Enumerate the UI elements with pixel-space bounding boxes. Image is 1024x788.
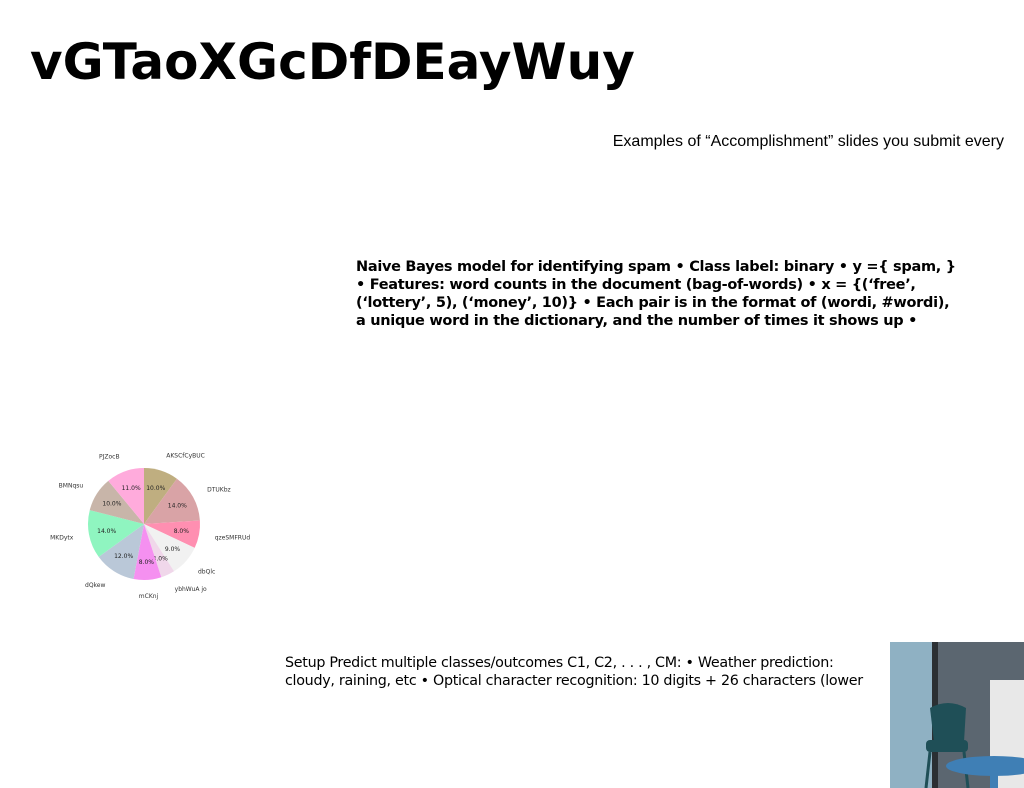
pie-value-label: 11.0%	[122, 485, 141, 492]
pie-value-label: 10.0%	[146, 485, 165, 492]
pie-slice	[144, 524, 175, 578]
photo-table-base	[990, 766, 998, 788]
pie-value-label: 14.0%	[168, 503, 187, 510]
pie-category-label: PJZocB	[99, 453, 120, 460]
photo-window	[890, 642, 932, 788]
pie-category-label: DTUKbz	[207, 486, 231, 493]
pie-chart-svg: 10.0% AKSCfCyBUC 14.0% DTUKbz 8.0% qzeSMFRUd 9…	[50, 453, 250, 600]
pie-value-label: 8.0%	[139, 559, 155, 566]
pie-slice	[108, 468, 144, 524]
pie-category-label: dbQlc	[198, 569, 215, 576]
pie-slice	[144, 468, 177, 524]
pie-slice	[89, 480, 144, 524]
pie-value-label: 14.0%	[97, 528, 116, 535]
pie-value-label: 4.0%	[153, 555, 169, 562]
pie-category-label: mCKnj	[139, 593, 159, 600]
photo-table-top	[946, 756, 1024, 776]
pie-slice	[144, 478, 200, 524]
pie-category-label: dQkew	[85, 582, 105, 589]
photo-chair-seat	[926, 740, 968, 752]
pie-value-label: 8.0%	[174, 528, 190, 535]
pie-value-label: 12.0%	[114, 553, 133, 560]
pie-slice	[144, 524, 195, 572]
pie-category-label: XYkMKDytx	[50, 534, 74, 541]
naive-bayes-text: Naive Bayes model for identifying spam •…	[356, 259, 956, 329]
slide-title: vGTaoXGcDfDEayWuy	[30, 33, 635, 91]
slide-subtitle: Examples of “Accomplishment” slides you …	[612, 133, 1004, 150]
setup-text: Setup Predict multiple classes/outcomes …	[285, 655, 863, 689]
pie-value-label: 9.0%	[165, 546, 181, 553]
pie-category-label: ybhWuA jo	[175, 586, 207, 593]
pie-chart: 10.0% AKSCfCyBUC 14.0% DTUKbz 8.0% qzeSMFRUd 9…	[50, 425, 250, 625]
pie-value-label: 10.0%	[102, 501, 121, 508]
photo-chair-back	[930, 703, 966, 742]
pie-category-label: qzeSMFRUd	[215, 534, 250, 541]
photo-image	[890, 642, 1024, 788]
pie-slice	[88, 510, 144, 557]
pie-category-label: AKSCfCyBUC	[166, 453, 205, 460]
photo-chair-leg	[924, 751, 932, 788]
pie-slice	[144, 520, 201, 548]
pie-slice	[98, 524, 144, 580]
pie-slice	[133, 524, 162, 580]
interior-chair-photo	[890, 642, 1024, 788]
pie-category-label: BMNqsu	[59, 482, 84, 489]
